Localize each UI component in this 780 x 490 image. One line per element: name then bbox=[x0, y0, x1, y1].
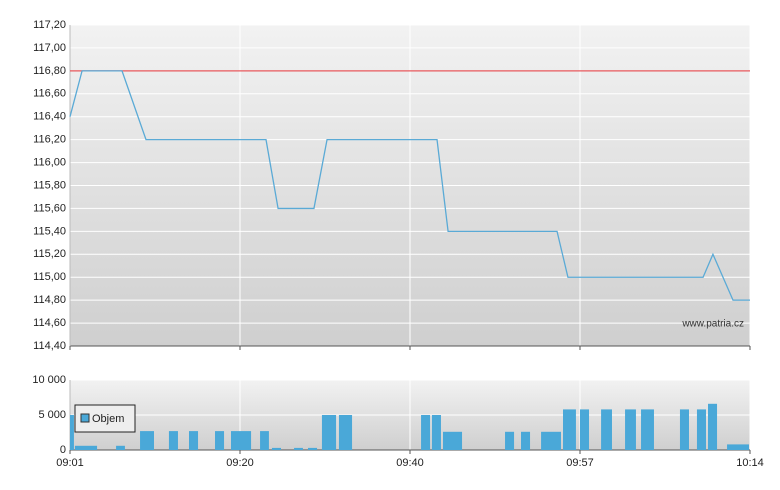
volume-bar bbox=[215, 431, 225, 450]
y-tick-label: 114,60 bbox=[33, 317, 66, 329]
volume-bar bbox=[421, 415, 431, 450]
volume-bar bbox=[505, 431, 515, 450]
y-tick-label: 115,60 bbox=[33, 202, 66, 214]
volume-bar bbox=[580, 409, 590, 450]
x-tick-label: 09:40 bbox=[396, 457, 424, 469]
volume-bar bbox=[189, 431, 199, 450]
volume-bar bbox=[308, 447, 318, 450]
volume-bar bbox=[727, 444, 749, 450]
y-tick-label: 115,00 bbox=[33, 271, 66, 283]
y-tick-label: 0 bbox=[60, 444, 66, 456]
y-tick-label: 114,80 bbox=[33, 294, 66, 306]
volume-bar bbox=[70, 415, 74, 450]
volume-bar bbox=[321, 415, 337, 450]
y-tick-label: 116,20 bbox=[33, 134, 66, 146]
y-tick-label: 116,80 bbox=[33, 65, 66, 77]
volume-bar bbox=[601, 409, 612, 450]
volume-bar bbox=[521, 431, 531, 450]
volume-bar bbox=[271, 447, 281, 450]
volume-bar bbox=[696, 409, 706, 450]
y-tick-label: 115,20 bbox=[33, 248, 66, 260]
y-tick-label: 116,00 bbox=[33, 156, 66, 168]
y-tick-label: 116,40 bbox=[33, 111, 66, 123]
volume-bar bbox=[641, 409, 654, 450]
volume-bar bbox=[431, 415, 441, 450]
volume-bar bbox=[168, 431, 178, 450]
volume-bar bbox=[442, 431, 463, 450]
legend-swatch bbox=[80, 413, 90, 423]
volume-bar bbox=[625, 409, 636, 450]
x-tick-label: 09:01 bbox=[56, 457, 84, 469]
y-tick-label: 117,20 bbox=[33, 19, 66, 31]
volume-bar bbox=[679, 409, 689, 450]
y-tick-label: 117,00 bbox=[33, 42, 66, 54]
y-tick-label: 115,40 bbox=[33, 225, 66, 237]
x-tick-label: 09:20 bbox=[226, 457, 254, 469]
legend-label: Objem bbox=[92, 413, 124, 425]
volume-bar bbox=[74, 445, 98, 450]
y-tick-label: 5 000 bbox=[38, 409, 66, 421]
volume-bar bbox=[708, 403, 718, 450]
x-tick-label: 09:57 bbox=[566, 457, 594, 469]
x-tick-label: 10:14 bbox=[736, 457, 764, 469]
volume-bar bbox=[541, 431, 561, 450]
volume-bar bbox=[294, 447, 303, 450]
y-tick-label: 115,80 bbox=[33, 179, 66, 191]
y-tick-label: 10 000 bbox=[32, 374, 66, 386]
y-tick-label: 116,60 bbox=[33, 88, 66, 100]
legend: Objem bbox=[74, 404, 136, 433]
volume-bar bbox=[563, 409, 576, 450]
volume-bar bbox=[140, 431, 154, 450]
price-line bbox=[69, 70, 750, 301]
volume-bar bbox=[338, 415, 353, 450]
volume-bar bbox=[116, 445, 125, 450]
watermark: www.patria.cz bbox=[681, 319, 744, 330]
volume-bar bbox=[260, 431, 269, 450]
volume-bar bbox=[230, 431, 252, 450]
y-tick-label: 114,40 bbox=[33, 340, 66, 352]
